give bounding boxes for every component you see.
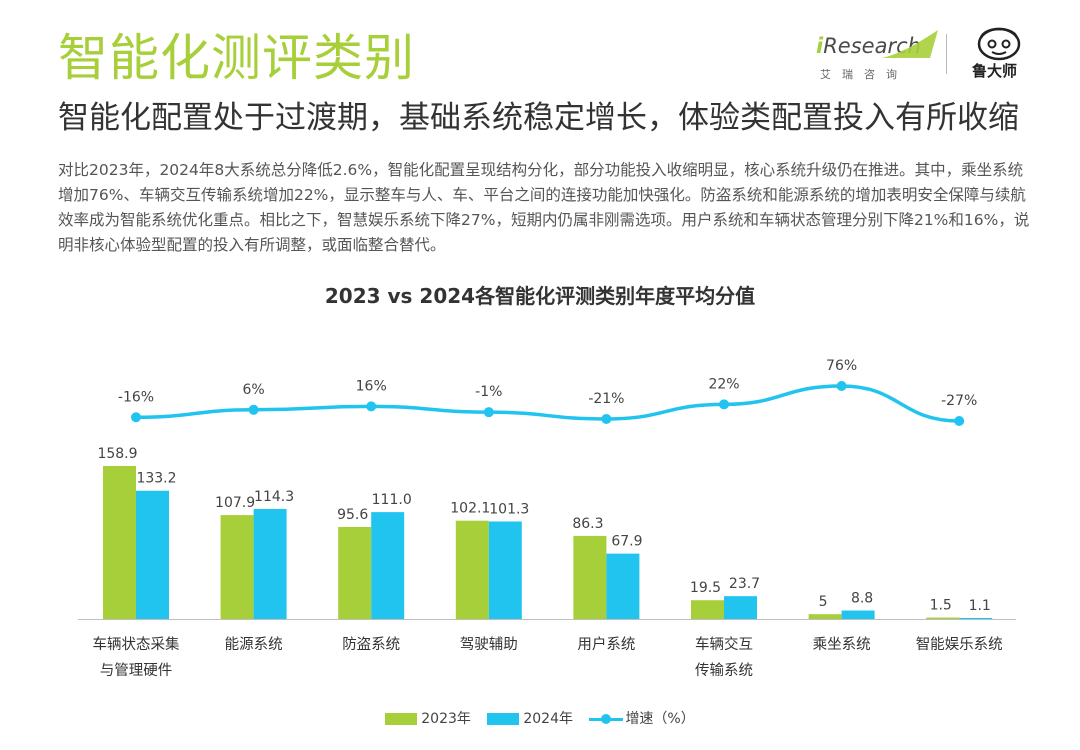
bar-2024 [606, 553, 640, 619]
data-label-2023: 158.9 [97, 446, 137, 462]
logo-divider [946, 34, 947, 74]
x-tick-label: 防盗系统 [342, 636, 400, 653]
growth-label: 6% [242, 382, 264, 398]
bar-2024 [371, 512, 405, 619]
legend-item-2024: 2024年 [487, 708, 573, 728]
bar-2023 [103, 466, 136, 619]
page-subtitle: 智能化配置处于过渡期，基础系统稳定增长，体验类配置投入有所收缩 [58, 100, 1019, 136]
bar-2023 [926, 617, 960, 619]
growth-label: -27% [941, 393, 977, 409]
growth-point [366, 401, 377, 412]
growth-point [483, 407, 494, 418]
data-label-2023: 1.5 [930, 598, 952, 614]
x-tick-label: 能源系统 [225, 636, 283, 653]
x-tick-label: 乘坐系统 [813, 636, 871, 653]
growth-label: -1% [475, 384, 502, 400]
data-label-2024: 1.1 [969, 598, 991, 614]
growth-point [836, 381, 847, 391]
x-tick-label: 传输系统 [695, 662, 753, 679]
data-label-2024: 67.9 [611, 534, 642, 550]
growth-point [131, 412, 141, 423]
data-label-2024: 133.2 [136, 471, 176, 487]
legend-swatch-2024 [487, 713, 520, 725]
bar-2024 [724, 596, 757, 619]
x-tick-label: 智能娱乐系统 [916, 636, 1003, 653]
bar-2024 [136, 490, 169, 619]
growth-point [719, 399, 729, 410]
legend-line-marker [589, 713, 624, 725]
bar-2023 [808, 614, 842, 619]
chart-title: 2023 vs 2024各智能化评测类别年度平均分值 [324, 284, 756, 308]
data-label-2023: 95.6 [337, 507, 368, 523]
bar-2023 [691, 600, 724, 619]
data-label-2024: 114.3 [254, 489, 294, 505]
x-tick-label: 用户系统 [577, 636, 635, 653]
ludashi-logo: 鲁大师 [964, 24, 1034, 84]
legend-swatch-2023 [385, 713, 418, 725]
growth-label: 76% [826, 358, 857, 374]
data-label-2024: 23.7 [729, 576, 760, 592]
data-label-2023: 86.3 [572, 516, 603, 532]
x-tick-label: 车辆交互 [695, 635, 753, 653]
growth-label: 22% [708, 376, 739, 392]
bar-2024 [841, 610, 875, 619]
bar-2024 [488, 521, 522, 619]
growth-label: -21% [588, 391, 624, 407]
partner-name: 鲁大师 [972, 62, 1018, 80]
data-label-2023: 102.1 [450, 501, 490, 517]
bar-2023 [455, 520, 489, 619]
growth-point [601, 413, 612, 424]
bar-2023 [573, 535, 607, 619]
leaf-icon [882, 30, 938, 58]
legend-item-2023: 2023年 [385, 708, 471, 728]
bar-2023 [220, 515, 254, 619]
bar-2024 [959, 617, 993, 619]
chart-legend: 2023年 2024年 增速（%） [0, 708, 1080, 728]
bar-2023 [338, 526, 372, 619]
legend-item-growth: 增速（%） [589, 708, 695, 728]
data-label-2024: 8.8 [851, 591, 873, 607]
bar-2024 [253, 508, 287, 619]
iresearch-cn-name: 艾瑞咨询 [820, 68, 908, 81]
x-tick-label: 驾驶辅助 [460, 636, 518, 653]
mascot-icon [977, 27, 1021, 61]
data-label-2023: 19.5 [690, 580, 721, 596]
growth-point [954, 416, 965, 426]
data-label-2023: 107.9 [215, 495, 255, 511]
description-paragraph: 对比2023年，2024年8大系统总分降低2.6%，智能化配置呈现结构分化，部分… [58, 161, 1030, 254]
growth-point [248, 404, 259, 415]
growth-label: 16% [356, 378, 387, 394]
data-label-2023: 5 [819, 594, 828, 610]
brand-logos: iResearch 艾瑞咨询 鲁大师 [810, 24, 1040, 84]
data-label-2024: 101.3 [489, 501, 529, 517]
iresearch-logo: iResearch 艾瑞咨询 [810, 30, 938, 81]
data-label-2024: 111.0 [372, 492, 412, 508]
growth-label: -16% [118, 389, 154, 405]
x-tick-label: 与管理硬件 [100, 662, 173, 679]
page-title: 智能化测评类别 [58, 29, 415, 87]
x-tick-label: 车辆状态采集 [93, 636, 180, 653]
